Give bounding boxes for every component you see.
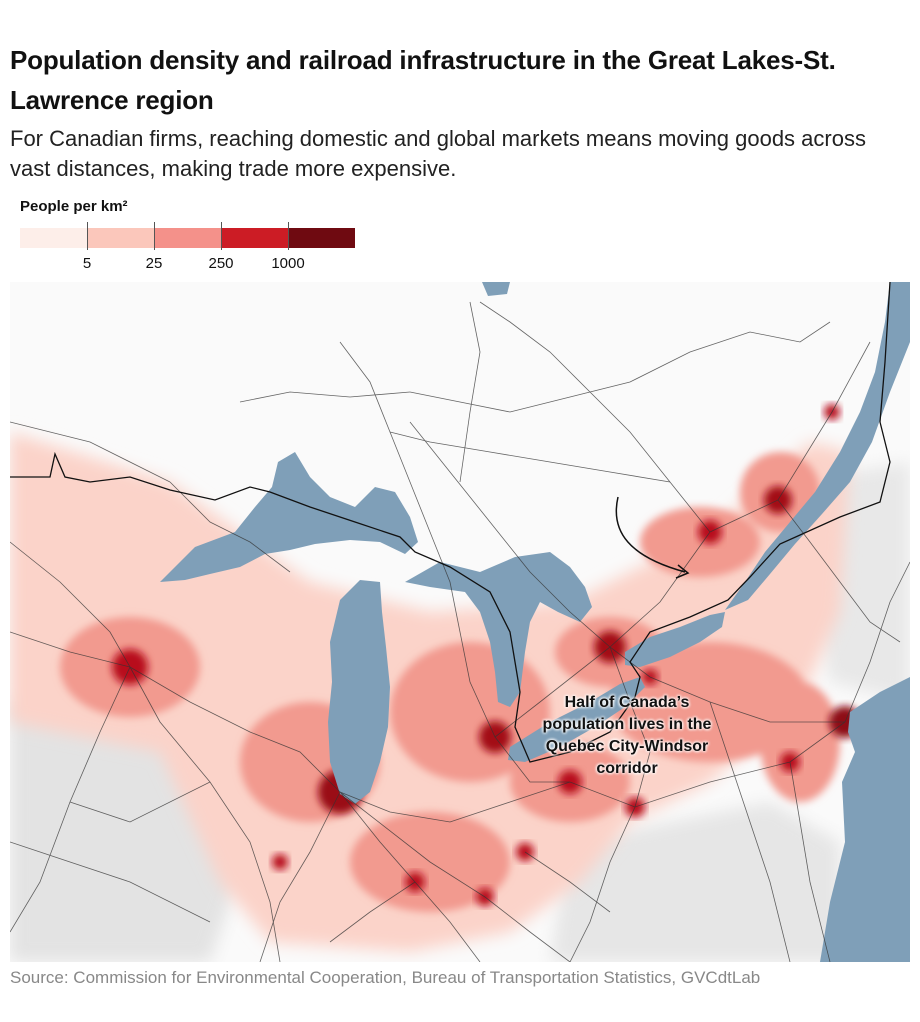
lake-huron: [405, 552, 592, 707]
legend-swatch-3: [154, 228, 221, 248]
water-bodies: [160, 282, 910, 962]
legend-tick-3: [221, 222, 222, 250]
lake-erie: [508, 677, 645, 762]
page-title: Population density and railroad infrastr…: [10, 45, 836, 115]
legend-label-250: 250: [208, 255, 234, 272]
map-svg: [10, 282, 910, 962]
lake-michigan: [328, 580, 390, 804]
legend-swatch-5: [288, 228, 355, 248]
international-border: [10, 282, 891, 763]
legend-tick-4: [288, 222, 289, 250]
legend-label-1000: 1000: [271, 255, 305, 272]
page-subtitle: For Canadian firms, reaching domestic an…: [10, 126, 866, 181]
lake-ontario: [625, 612, 725, 667]
legend-swatch-2: [87, 228, 154, 248]
legend-swatch-4: [221, 228, 288, 248]
legend-color-bar: [20, 228, 355, 248]
atlantic-ocean: [820, 677, 910, 962]
rail-network: [10, 301, 910, 962]
density-rail-map: Half of Canada’s population lives in the…: [10, 282, 910, 962]
source-note: Source: Commission for Environmental Coo…: [10, 968, 761, 987]
legend-label-5: 5: [82, 255, 92, 272]
legend-label-25: 25: [145, 255, 163, 272]
lake-superior: [160, 452, 418, 582]
density-legend: People per km² 5 25 250 1000: [20, 198, 360, 278]
legend-title: People per km²: [20, 198, 128, 215]
st-lawrence-river: [725, 282, 910, 610]
annotation-arrow: [615, 496, 690, 579]
legend-tick-2: [154, 222, 155, 250]
legend-tick-1: [87, 222, 88, 250]
legend-swatch-1: [20, 228, 87, 248]
corridor-annotation: Half of Canada’s population lives in the…: [542, 694, 712, 777]
